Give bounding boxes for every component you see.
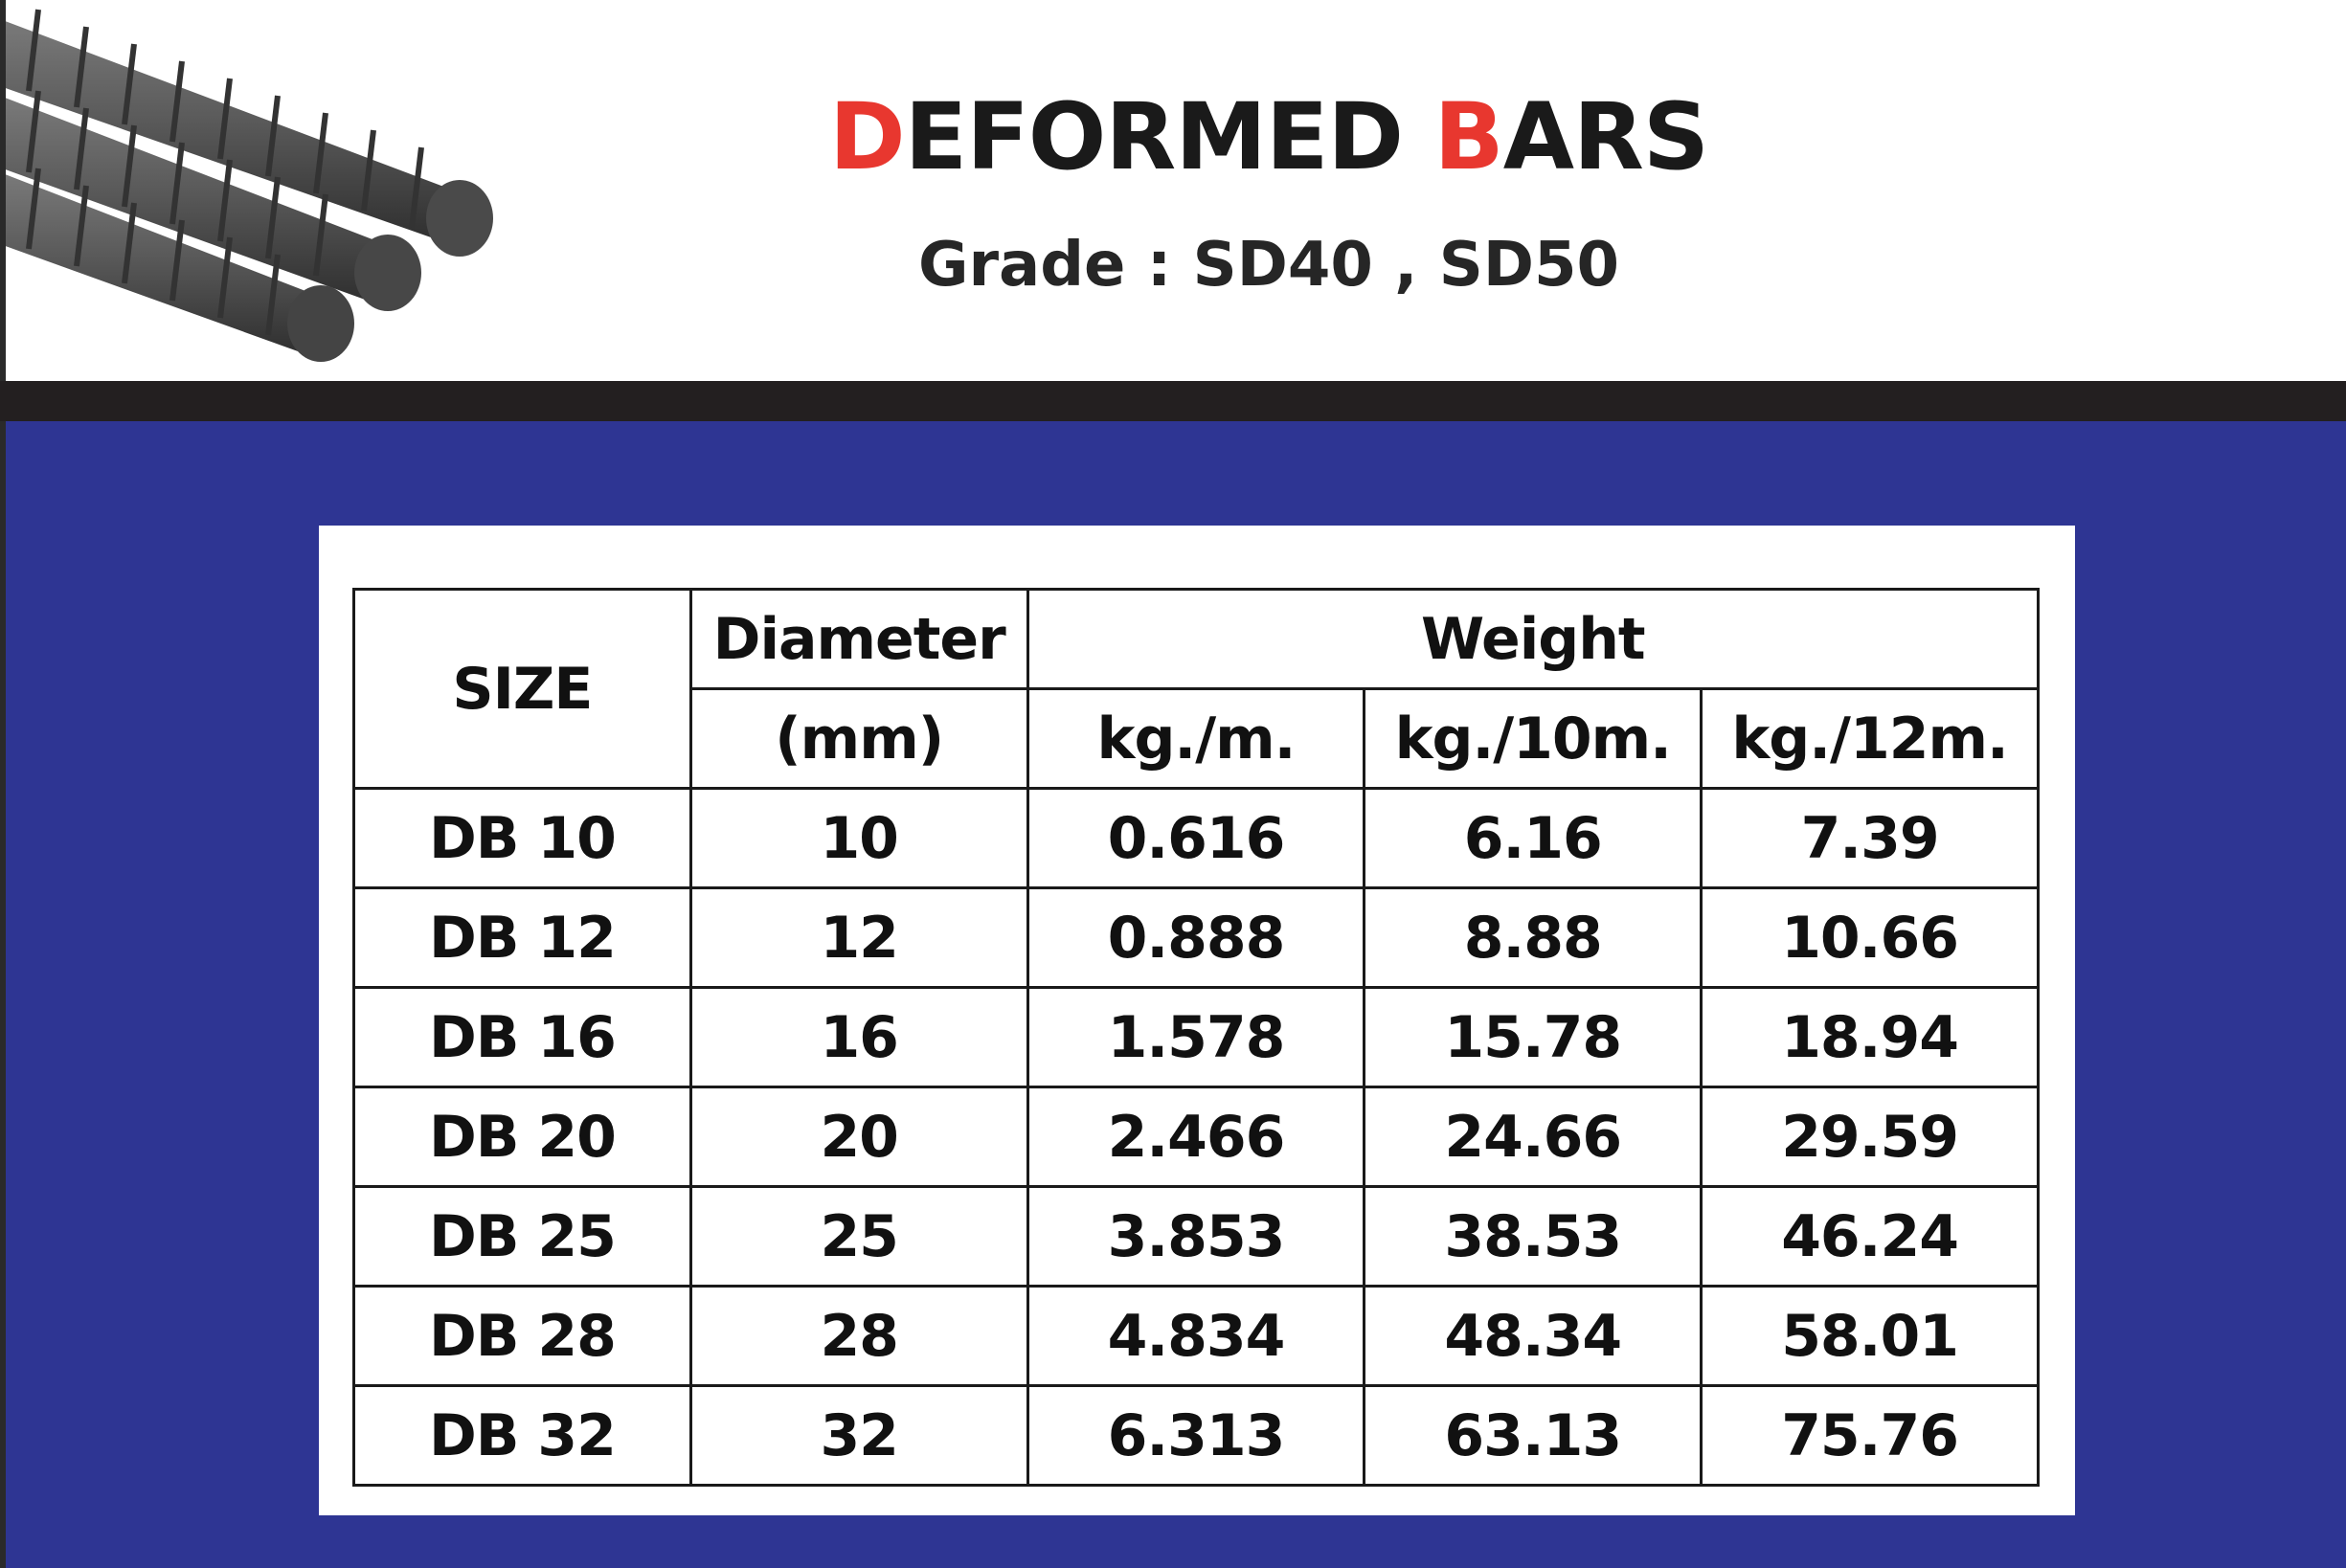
table-row: DB 16 16 1.578 15.78 18.94	[352, 986, 2040, 1088]
table-row: DB 32 32 6.313 63.13 75.76	[352, 1384, 2040, 1487]
weight-per-10m-cell: 48.34	[1363, 1285, 1703, 1387]
rebar-top	[0, 9, 493, 257]
diameter-cell: 28	[688, 1285, 1029, 1387]
rebar-bundle-image	[0, 9, 493, 362]
size-cell: DB 28	[352, 1285, 692, 1387]
header-row-2: (mm) kg./m. kg./10m. kg./12m.	[354, 687, 2040, 790]
weight-per-12m-cell: 58.01	[1700, 1285, 2040, 1387]
weight-per-12m-cell: 46.24	[1700, 1185, 2040, 1288]
table-row: DB 28 28 4.834 48.34 58.01	[352, 1285, 2040, 1387]
weight-unit-per-12m: kg./12m.	[1700, 687, 2040, 790]
weight-per-m-cell: 0.888	[1026, 886, 1366, 989]
title-part-2: ARS	[1502, 83, 1709, 190]
weight-per-12m-cell: 75.76	[1700, 1384, 2040, 1487]
divider-band	[0, 381, 2346, 421]
weight-per-m-cell: 1.578	[1026, 986, 1366, 1088]
weight-per-10m-cell: 8.88	[1363, 886, 1703, 989]
diameter-cell: 16	[688, 986, 1029, 1088]
table-row: DB 25 25 3.853 38.53 46.24	[352, 1185, 2040, 1288]
weight-per-12m-cell: 29.59	[1700, 1086, 2040, 1188]
spec-table: SIZE Diameter Weight (mm) kg./m. kg./10m…	[352, 588, 2041, 1487]
header-row-1: SIZE Diameter Weight	[352, 588, 2041, 790]
weight-per-m-cell: 6.313	[1026, 1384, 1366, 1487]
diameter-cell: 32	[688, 1384, 1029, 1487]
title-initial-b: B	[1433, 83, 1504, 190]
size-cell: DB 16	[352, 986, 692, 1088]
weight-per-m-cell: 4.834	[1026, 1285, 1366, 1387]
spec-card: SIZE Diameter Weight (mm) kg./m. kg./10m…	[319, 526, 2075, 1515]
weight-per-10m-cell: 6.16	[1363, 787, 1703, 889]
weight-per-12m-cell: 7.39	[1700, 787, 2040, 889]
table-row: DB 10 10 0.616 6.16 7.39	[352, 787, 2040, 889]
size-cell: DB 10	[352, 787, 692, 889]
diameter-cell: 20	[688, 1086, 1029, 1188]
size-header: SIZE	[352, 588, 692, 790]
weight-per-12m-cell: 10.66	[1700, 886, 2040, 989]
diameter-header: Diameter	[688, 588, 1029, 690]
weight-per-10m-cell: 63.13	[1363, 1384, 1703, 1487]
table-row: DB 12 12 0.888 8.88 10.66	[352, 886, 2040, 989]
weight-unit-per-10m: kg./10m.	[1363, 687, 1703, 790]
header: DEFORMED BARS Grade : SD40 , SD50	[0, 0, 2346, 381]
table-row: DB 20 20 2.466 24.66 29.59	[352, 1086, 2040, 1188]
weight-unit-per-m: kg./m.	[1026, 687, 1366, 790]
title-part-1: EFORMED	[904, 83, 1434, 190]
rebar-bottom	[0, 168, 354, 362]
rebar-middle	[0, 90, 421, 311]
diameter-cell: 12	[688, 886, 1029, 989]
weight-per-10m-cell: 24.66	[1363, 1086, 1703, 1188]
grade-subtitle: Grade : SD40 , SD50	[917, 230, 1620, 301]
weight-per-m-cell: 3.853	[1026, 1185, 1366, 1288]
weight-header: Weight	[1026, 588, 2041, 690]
size-cell: DB 32	[352, 1384, 692, 1487]
size-cell: DB 25	[352, 1185, 692, 1288]
size-cell: DB 20	[352, 1086, 692, 1188]
page-title: DEFORMED BARS	[575, 91, 1963, 183]
weight-per-m-cell: 2.466	[1026, 1086, 1366, 1188]
diameter-cell: 25	[688, 1185, 1029, 1288]
weight-per-12m-cell: 18.94	[1700, 986, 2040, 1088]
diameter-cell: 10	[688, 787, 1029, 889]
weight-per-10m-cell: 15.78	[1363, 986, 1703, 1088]
size-cell: DB 12	[352, 886, 692, 989]
diameter-unit-header: (mm)	[688, 687, 1029, 790]
title-initial-d: D	[828, 83, 906, 190]
weight-per-m-cell: 0.616	[1026, 787, 1366, 889]
left-edge-line	[0, 0, 6, 1568]
weight-per-10m-cell: 38.53	[1363, 1185, 1703, 1288]
